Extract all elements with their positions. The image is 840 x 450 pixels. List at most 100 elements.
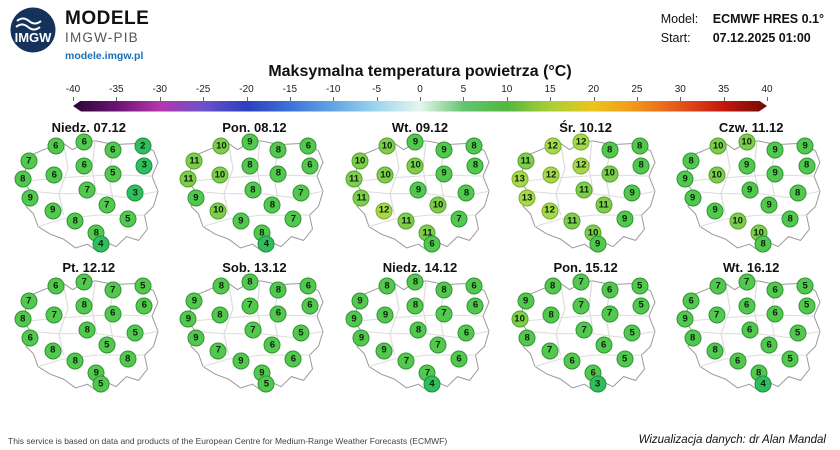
forecast-day-panel: Niedz. 07.12 7 6 6 6 2 8 6 6 5 3 9 7 3 9 8 7 8 5 4	[8, 120, 170, 253]
temperature-badge: 6	[104, 141, 122, 159]
temperature-badge: 8	[14, 170, 32, 188]
temperature-badge: 4	[92, 235, 110, 253]
temperature-badge: 8	[457, 184, 475, 202]
temperature-badge: 9	[376, 306, 394, 324]
visualization-credit: Wizualizacja danych: dr Alan Mandal	[638, 434, 826, 446]
temperature-badge: 6	[563, 352, 581, 370]
temperature-badge: 8	[631, 137, 649, 155]
temperature-badge: 11	[179, 170, 197, 188]
colorbar-tick-mark	[333, 96, 335, 101]
temperature-badge: 6	[299, 137, 317, 155]
temperature-badge: 8	[244, 181, 262, 199]
temperature-badge: 8	[465, 137, 483, 155]
temperature-badge: 11	[397, 212, 415, 230]
temperature-badge: 9	[517, 292, 535, 310]
temperature-badge: 8	[241, 273, 259, 291]
colorbar-tick-mark	[246, 96, 248, 101]
temperature-badge: 7	[284, 210, 302, 228]
temperature-badge: 6	[299, 277, 317, 295]
temperature-badge: 8	[66, 352, 84, 370]
temperature-badge: 12	[375, 202, 393, 220]
start-row: Start: 07.12.2025 01:00	[661, 29, 824, 48]
colorbar-tick-label: -20	[239, 83, 254, 95]
imgw-logo: IMGW	[10, 7, 56, 53]
colorbar-tick-mark	[680, 96, 682, 101]
map-day-title: Pon. 08.12	[222, 119, 287, 135]
temperature-badge: 9	[406, 133, 424, 151]
brand-url-link[interactable]: modele.imgw.pl	[65, 49, 144, 62]
map-day-title: Pt. 12.12	[62, 259, 116, 275]
temperature-badge: 7	[572, 297, 590, 314]
temperature-badge: 3	[135, 157, 153, 174]
temperature-badge: 7	[45, 306, 63, 324]
temperature-badge: 9	[352, 329, 370, 347]
temperature-badge: 9	[241, 133, 259, 151]
temperature-badge: 9	[179, 310, 197, 328]
temperature-badge: 6	[738, 297, 756, 314]
temperature-badge: 5	[92, 375, 110, 393]
colorbar-gradient	[73, 101, 767, 112]
colorbar-tick-label: 20	[587, 83, 600, 95]
model-info: Model: ECMWF HRES 0.1° Start: 07.12.2025…	[661, 10, 824, 49]
temperature-badge: 8	[435, 281, 453, 299]
poland-map: 11 12 12 8 8 13 12 12 10 8 13 11 9 12 11 11 10 9 9	[511, 133, 661, 253]
temperature-badge: 11	[595, 196, 613, 214]
temperature-badge: 9	[766, 141, 784, 159]
colorbar-tick-mark	[506, 96, 508, 101]
forecast-day-panel: Wt. 09.12 10 10 9 9 8 11 10 10 9 8 11 9 8 12 11 10 11 7 6	[339, 120, 501, 253]
temperature-badge: 6	[75, 157, 93, 174]
page-title: Maksymalna temperatura powietrza (°C)	[268, 62, 572, 80]
temperature-badge: 11	[352, 189, 370, 207]
temperature-badge: 6	[284, 350, 302, 368]
temperature-badge: 9	[232, 352, 250, 370]
colorbar-tick-mark	[73, 96, 74, 101]
temperature-badge: 12	[544, 137, 562, 155]
temperature-badge: 10	[429, 196, 447, 214]
map-day-title: Śr. 10.12	[559, 119, 612, 135]
colorbar-tick-label: -30	[152, 83, 167, 95]
temperature-badge: 10	[406, 157, 424, 174]
temperature-badge: 11	[345, 170, 363, 188]
temperature-badge: 8	[269, 141, 287, 159]
temperature-badge: 9	[351, 292, 369, 310]
map-day-title: Pon. 15.12	[553, 259, 618, 275]
temperature-badge: 9	[232, 212, 250, 230]
temperature-badge: 5	[126, 324, 144, 342]
temperature-badge: 10	[709, 137, 727, 155]
colorbar-tick-label: 10	[501, 83, 513, 95]
colorbar-tick-label: 5	[460, 83, 467, 95]
temperature-badge: 8	[544, 277, 562, 295]
temperature-badge: 8	[44, 342, 62, 360]
temperature-badge: 7	[738, 273, 756, 291]
temperature-badge: 5	[789, 324, 807, 342]
temperature-badge: 9	[185, 292, 203, 310]
temperature-badge: 9	[684, 189, 702, 207]
forecast-day-panel: Wt. 16.12 6 7 7 6 5 9 7 6 6 5 8 6 5 8 6 6 8 5 4	[670, 260, 832, 393]
temperature-badge: 6	[104, 305, 122, 323]
temperature-badge: 7	[575, 321, 593, 339]
temperature-badge: 8	[119, 350, 137, 368]
temperature-badge: 12	[542, 166, 560, 184]
temperature-badge: 5	[781, 350, 799, 368]
temperature-badge: 8	[632, 157, 650, 174]
temperature-badge: 8	[75, 297, 93, 314]
temperature-badge: 7	[241, 297, 259, 314]
temperature-badge: 8	[241, 157, 259, 174]
temperature-badge: 11	[517, 152, 535, 170]
temperature-badge: 6	[47, 277, 65, 295]
forecast-day-panel: Śr. 10.12 11 12 12 8 8 13 12 12 10 8 13 11 9 12 11 11 10 9…	[505, 120, 667, 253]
temperature-badge: 8	[682, 152, 700, 170]
temperature-badge: 10	[211, 166, 229, 184]
temperature-badge: 8	[263, 196, 281, 214]
colorbar-tick-mark	[116, 96, 118, 101]
colorbar-tick-label: -40	[65, 83, 81, 95]
temperature-badge: 10	[511, 310, 529, 328]
temperature-badge: 9	[187, 329, 205, 347]
poland-map: 11 10 9 8 6 11 10 8 8 6 9 8 7 10 9 8 8 7 4	[179, 133, 329, 253]
colorbar-tick-label: -35	[109, 83, 124, 95]
brand-title: MODELE	[65, 8, 150, 29]
maps-grid: Niedz. 07.12 7 6 6 6 2 8 6 6 5 3 9 7 3 9 8 7 8 5 4 Pon. 08.1…	[0, 118, 840, 393]
forecast-day-panel: Pon. 08.12 11 10 9 8 6 11 10 8 8 6 9 8 7 10 9 8 8 7 4	[174, 120, 336, 253]
start-value: 07.12.2025 01:00	[712, 31, 811, 46]
temperature-badge: 7	[104, 281, 122, 299]
